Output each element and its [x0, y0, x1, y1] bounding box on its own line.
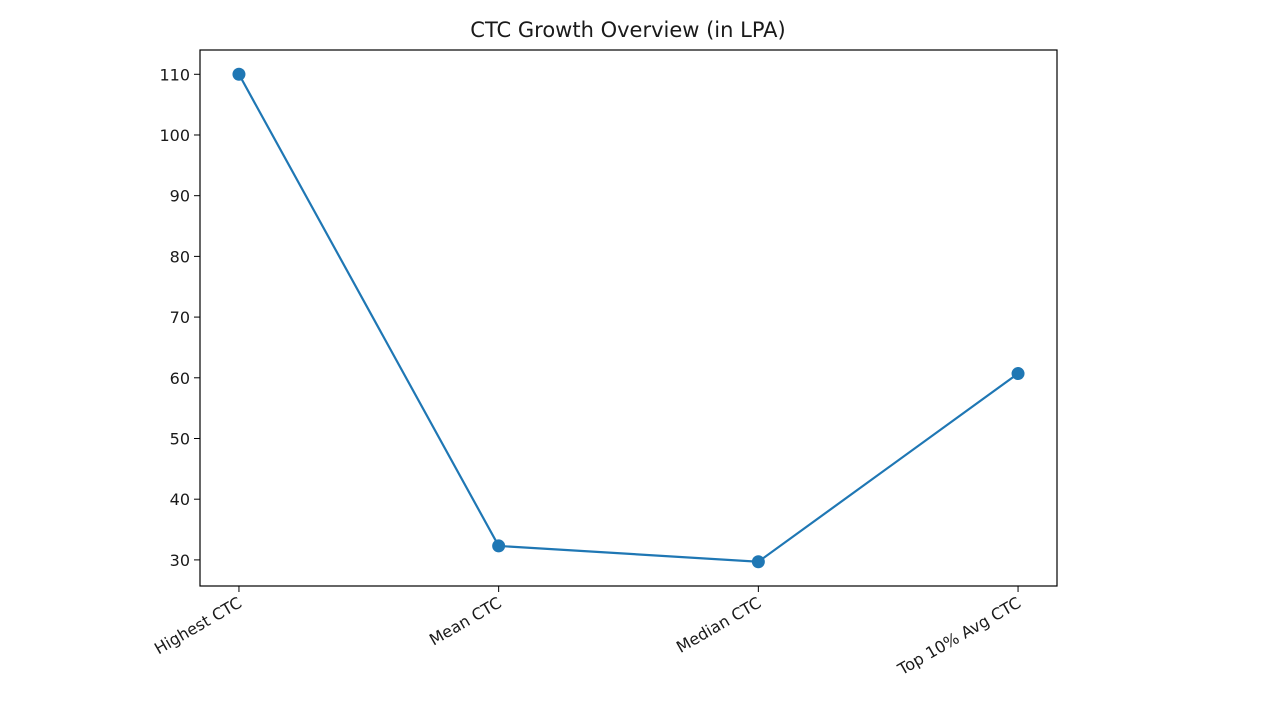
data-point	[232, 67, 246, 81]
y-tick-label: 90	[170, 187, 190, 206]
y-tick-label: 50	[170, 429, 190, 448]
y-tick-label: 110	[159, 65, 190, 84]
series-line	[237, 73, 1019, 563]
chart-title: CTC Growth Overview (in LPA)	[470, 18, 785, 42]
y-tick-label: 100	[159, 126, 190, 145]
y-axis: 30 40 50 60 70 80 90 100 110	[159, 65, 200, 570]
y-tick-label: 40	[170, 490, 190, 509]
y-tick-label: 80	[170, 247, 190, 266]
series-ctc	[232, 67, 1025, 569]
y-tick-label: 30	[170, 551, 190, 570]
data-point	[492, 539, 506, 553]
x-tick-label: Mean CTC	[426, 593, 505, 649]
x-axis: Highest CTC Mean CTC Median CTC Top 10% Avg…	[151, 586, 1024, 679]
x-tick-label: Highest CTC	[151, 593, 245, 658]
y-tick-label: 60	[170, 369, 190, 388]
x-tick-label: Median CTC	[673, 593, 764, 657]
y-tick-label: 70	[170, 308, 190, 327]
plot-area	[199, 49, 1058, 587]
x-tick-label: Top 10% Avg CTC	[894, 593, 1024, 679]
data-point	[1011, 367, 1025, 381]
data-point	[751, 555, 765, 569]
